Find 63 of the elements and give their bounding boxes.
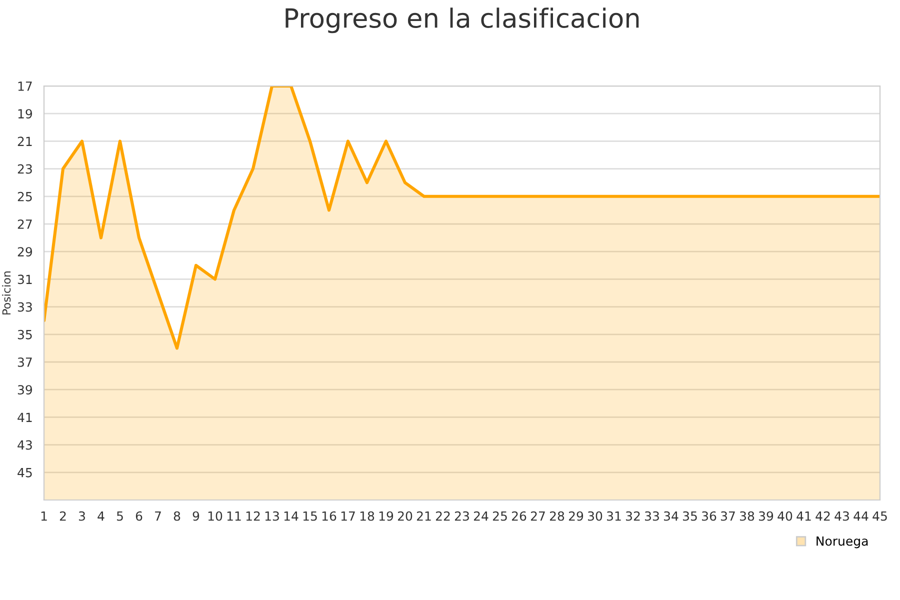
y-tick-label: 27 [18, 219, 32, 229]
x-tick-label: 30 [588, 511, 602, 521]
x-tick-label: 22 [436, 511, 450, 521]
x-tick-label: 37 [721, 511, 735, 521]
x-tick-label: 8 [174, 511, 180, 521]
x-tick-label: 9 [192, 511, 200, 521]
x-tick-label: 23 [454, 511, 469, 521]
x-tick-label: 36 [702, 511, 716, 521]
x-tick-label: 20 [398, 511, 412, 521]
y-axis-title: Posicion [2, 271, 11, 314]
x-tick-label: 42 [816, 511, 830, 521]
y-tick-label: 17 [18, 82, 32, 91]
x-tick-label: 14 [284, 511, 298, 521]
x-tick-label: 31 [607, 511, 621, 521]
x-tick-label: 40 [778, 511, 792, 521]
x-tick-label: 27 [530, 511, 545, 521]
y-tick-label: 45 [18, 468, 32, 478]
y-tick-label: 23 [18, 164, 32, 174]
y-tick-label: 25 [18, 192, 32, 202]
x-tick-label: 29 [568, 511, 584, 521]
x-tick-label: 34 [664, 511, 678, 521]
x-tick-label: 1 [41, 511, 47, 521]
y-tick-label: 33 [18, 302, 32, 312]
y-tick-label: 19 [18, 109, 32, 119]
x-tick-label: 2 [60, 511, 66, 521]
x-tick-label: 28 [550, 511, 564, 521]
x-tick-label: 38 [740, 511, 754, 521]
x-tick-label: 24 [474, 511, 488, 521]
y-tick-label: 31 [18, 274, 32, 284]
x-tick-label: 11 [227, 511, 241, 521]
x-tick-label: 5 [116, 511, 123, 521]
y-tick-label: 37 [18, 357, 32, 367]
chart-title: Progreso en la clasificacion [286, 8, 639, 34]
y-tick-label: 43 [18, 440, 32, 450]
x-tick-label: 12 [246, 511, 260, 521]
legend-label: Noruega [816, 536, 868, 548]
x-tick-label: 44 [854, 511, 868, 521]
y-tick-label: 21 [18, 136, 32, 146]
x-tick-label: 32 [626, 511, 640, 521]
x-tick-label: 43 [834, 511, 849, 521]
x-tick-label: 19 [379, 511, 394, 521]
x-tick-label: 6 [136, 511, 142, 521]
x-tick-label: 41 [796, 511, 811, 521]
y-tick-label: 41 [18, 412, 32, 422]
x-tick-label: 17 [341, 511, 355, 521]
x-tick-label: 35 [683, 511, 697, 521]
x-tick-label: 33 [645, 511, 659, 521]
x-tick-label: 7 [155, 511, 161, 521]
x-tick-label: 13 [265, 511, 279, 521]
x-tick-label: 21 [416, 511, 431, 521]
y-tick-label: 39 [18, 385, 32, 395]
x-tick-label: 16 [322, 511, 336, 521]
x-tick-label: 45 [872, 511, 887, 521]
x-tick-label: 18 [360, 511, 374, 521]
y-tick-label: 29 [18, 247, 32, 257]
x-tick-label: 15 [303, 511, 317, 521]
x-tick-label: 26 [512, 511, 526, 521]
x-tick-label: 3 [78, 511, 85, 521]
x-tick-label: 39 [759, 511, 774, 521]
y-tick-label: 35 [18, 330, 32, 340]
x-tick-label: 4 [98, 511, 104, 521]
x-tick-label: 25 [492, 511, 507, 521]
x-tick-label: 10 [208, 511, 222, 521]
